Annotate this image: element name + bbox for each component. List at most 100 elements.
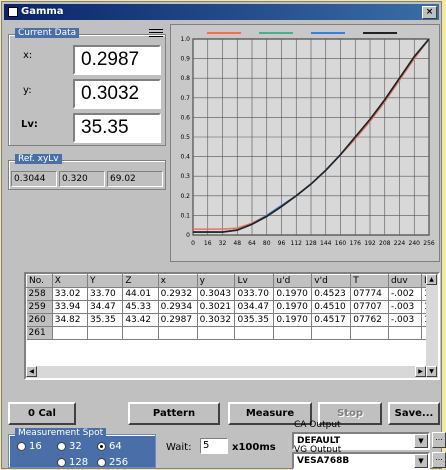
- table-row[interactable]: 259 33.94 34.47 45.33 0.2934 0.3021 034.47 0.19…: [26, 300, 438, 314]
- current-data-title: Current Data: [15, 28, 80, 38]
- table-cell: [197, 326, 236, 340]
- gamma-chart: 0 16 32 48 64 80 96 112 128 144 160 176 192 208 224 240…: [170, 24, 440, 262]
- table-cell: 0.1970: [273, 313, 313, 327]
- minimize-lines-icon[interactable]: [149, 29, 163, 37]
- table-row[interactable]: 261: [26, 326, 438, 340]
- ca-output-select[interactable]: DEFAULT ▼: [292, 432, 430, 450]
- column-header[interactable]: T: [350, 274, 389, 288]
- ca-output-label: CA Output: [294, 420, 341, 430]
- table-cell: 07774: [350, 287, 389, 301]
- y-tick-label: 0.2: [180, 193, 190, 200]
- table-cell: 0.3043: [197, 287, 236, 301]
- table-cell: 0.4517: [311, 313, 352, 327]
- radio-spot-128-label: 128: [69, 457, 89, 468]
- table-cell: 0.1970: [273, 287, 313, 301]
- column-header[interactable]: Y: [87, 274, 124, 288]
- ref-xylv-title: Ref. xyLv: [15, 154, 62, 164]
- radio-dot-icon: [97, 457, 106, 467]
- column-header[interactable]: No.: [26, 274, 53, 288]
- table-vertical-scrollbar[interactable]: ▲ ▼: [426, 274, 438, 378]
- measure-button[interactable]: Measure: [228, 402, 312, 425]
- x-value: 0.2987: [73, 45, 161, 75]
- table-cell: 07707: [350, 300, 389, 314]
- column-header[interactable]: u'd: [273, 274, 313, 288]
- y-tick-label: 0.3: [180, 173, 190, 180]
- table-cell: [158, 326, 198, 340]
- y-tick-label: 0.6: [180, 114, 190, 121]
- x-tick-label: 160: [335, 240, 347, 247]
- vg-output-more-button[interactable]: ...: [432, 452, 446, 468]
- wait-input[interactable]: 5: [200, 438, 228, 454]
- scroll-up-icon[interactable]: ▲: [426, 274, 437, 285]
- window-title: Gamma: [21, 6, 64, 17]
- column-header[interactable]: Z: [122, 274, 159, 288]
- x-tick-label: 16: [204, 240, 212, 247]
- x-tick-label: 96: [278, 240, 286, 247]
- scroll-left-icon[interactable]: ◀: [26, 366, 37, 377]
- y-value: 0.3032: [73, 79, 161, 109]
- scroll-down-icon[interactable]: ▼: [426, 366, 437, 377]
- x-tick-label: 176: [350, 240, 362, 247]
- radio-spot-64[interactable]: 64: [97, 441, 122, 452]
- table-cell: -.003: [388, 300, 423, 314]
- scroll-right-icon[interactable]: ▶: [415, 366, 426, 377]
- stop-button[interactable]: Stop: [318, 402, 382, 425]
- close-button[interactable]: ×: [422, 6, 437, 19]
- ref-y-field: 0.320: [59, 171, 105, 187]
- ca-output-more-button[interactable]: ...: [432, 432, 446, 448]
- table-cell: 0.4510: [311, 300, 352, 314]
- pattern-button[interactable]: Pattern: [128, 402, 220, 425]
- radio-spot-32[interactable]: 32: [57, 441, 82, 452]
- x-tick-label: 144: [320, 240, 332, 247]
- lv-label: Lv:: [21, 119, 38, 130]
- table-horizontal-scrollbar[interactable]: ◀ ▶: [26, 366, 426, 378]
- series-line: [193, 38, 430, 233]
- table-cell: 035.35: [234, 313, 275, 327]
- radio-dot-icon: [57, 457, 66, 467]
- table-cell: 0.1970: [273, 300, 313, 314]
- title-bar: Gamma ×: [4, 4, 439, 20]
- table-row[interactable]: 260 34.82 35.35 43.42 0.2987 0.3032 035.35 0.19…: [26, 313, 438, 327]
- y-tick-label: 0: [186, 232, 190, 239]
- chevron-down-icon[interactable]: ▼: [414, 434, 428, 448]
- x-tick-label: 0: [191, 240, 195, 247]
- ref-x-field: 0.3044: [11, 171, 57, 187]
- column-header[interactable]: duv: [387, 274, 423, 288]
- measurement-spot-title: Measurement Spot: [15, 428, 107, 438]
- y-tick-label: 0.7: [180, 95, 190, 102]
- x-tick-label: 48: [233, 240, 241, 247]
- ref-xylv-group: Ref. xyLv 0.3044 0.320 69.02: [8, 154, 166, 190]
- table-cell: -.002: [388, 287, 423, 301]
- table-cell: 034.47: [234, 300, 275, 314]
- table-cell: 43.42: [122, 313, 159, 327]
- save-button[interactable]: Save...: [388, 402, 440, 425]
- y-tick-label: 0.1: [180, 212, 190, 219]
- x-tick-label: 32: [219, 240, 227, 247]
- x-tick-label: 240: [409, 240, 421, 247]
- radio-spot-16[interactable]: 16: [17, 441, 42, 452]
- x-tick-label: 208: [379, 240, 391, 247]
- table-row[interactable]: 258 33.02 33.70 44.01 0.2932 0.3043 033.70 0.19…: [26, 287, 438, 301]
- radio-spot-32-label: 32: [69, 441, 82, 452]
- table-cell: -.003: [388, 313, 423, 327]
- gamma-chart-svg: 0 16 32 48 64 80 96 112 128 144 160 176 192 208 224 240…: [180, 32, 435, 247]
- column-header[interactable]: X: [51, 274, 89, 288]
- x-tick-label: 80: [263, 240, 271, 247]
- zero-cal-button[interactable]: 0 Cal: [8, 402, 76, 425]
- table-cell: [122, 326, 159, 340]
- column-header[interactable]: x: [157, 274, 198, 288]
- table-cell: 34.47: [87, 300, 124, 314]
- y-tick-label: 0.4: [180, 154, 190, 161]
- column-header[interactable]: y: [196, 274, 236, 288]
- y-tick-label: 1.0: [180, 36, 190, 43]
- table-cell: 45.33: [122, 300, 159, 314]
- table-cell: 33.02: [52, 287, 89, 301]
- chevron-down-icon[interactable]: ▼: [414, 454, 428, 468]
- column-header[interactable]: v'd: [311, 274, 352, 288]
- radio-spot-256[interactable]: 256: [97, 457, 128, 468]
- column-header[interactable]: Lv: [234, 274, 275, 288]
- vg-output-select[interactable]: VESA768B ▼: [292, 452, 430, 470]
- x-tick-label: 256: [423, 240, 435, 247]
- radio-spot-128[interactable]: 128: [57, 457, 88, 468]
